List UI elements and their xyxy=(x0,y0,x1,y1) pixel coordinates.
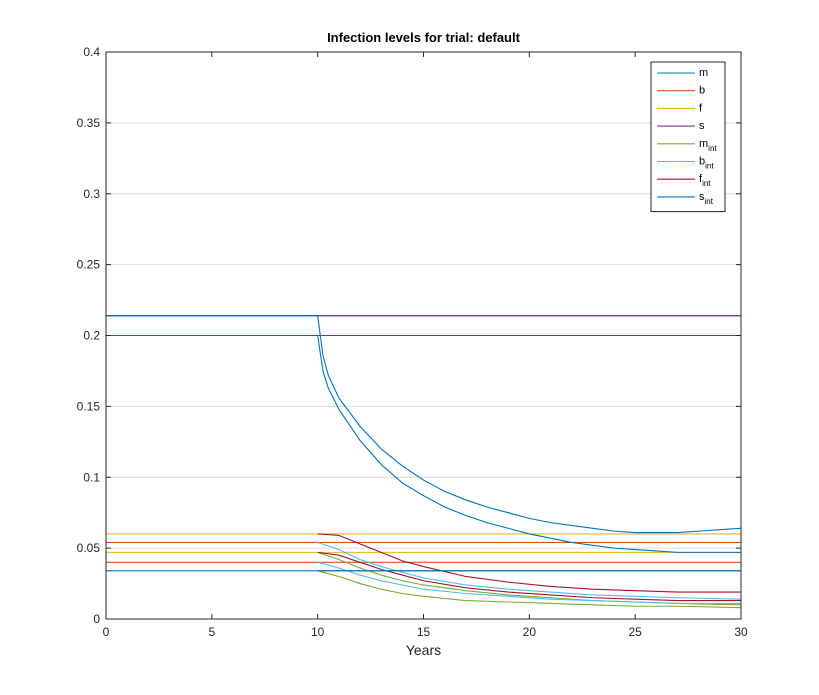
y-tick-label-3: 0.15 xyxy=(77,399,101,413)
legend-box xyxy=(650,61,726,213)
y-tick-label-0: 0 xyxy=(93,612,100,626)
y-tick-label-6: 0.3 xyxy=(83,187,100,201)
legend-label-3: s xyxy=(699,120,705,132)
y-tick-label-8: 0.4 xyxy=(83,45,100,59)
series-line-11 xyxy=(317,570,742,609)
ticks: 0 5 10 15 20 25 30 0 0.05 0.1 0.15 0.2 0.25 0.3 0.35 0.… xyxy=(77,45,748,639)
y-tick-label-1: 0.05 xyxy=(77,541,101,555)
legend-label-7: sint xyxy=(699,191,714,206)
series-line-9 xyxy=(106,315,742,534)
legend-label-4: mint xyxy=(699,138,717,153)
y-tick-label-4: 0.2 xyxy=(83,329,100,343)
y-tick-label-2: 0.1 xyxy=(83,470,100,484)
series-line-8 xyxy=(106,334,741,553)
legend-label-2: f xyxy=(699,102,703,114)
legend-label-1: b xyxy=(699,85,705,97)
x-tick-label-4: 20 xyxy=(523,625,537,639)
series-line-13 xyxy=(317,561,741,604)
series-line-14 xyxy=(317,541,742,600)
series-layer xyxy=(106,315,742,609)
x-axis-label: Years xyxy=(406,642,441,658)
x-tick-label-5: 25 xyxy=(628,625,642,639)
x-tick-label-2: 10 xyxy=(311,625,325,639)
series-line-15 xyxy=(317,551,741,602)
series-line-16 xyxy=(317,533,741,593)
series-line-12 xyxy=(317,551,742,606)
legend-label-0: m xyxy=(699,67,708,79)
x-tick-label-3: 15 xyxy=(417,625,431,639)
x-tick-label-1: 5 xyxy=(208,625,215,639)
legend-label-6: fint xyxy=(699,173,711,188)
legend-label-5: bint xyxy=(699,156,714,171)
chart-title: Infection levels for trial: default xyxy=(327,30,521,45)
x-tick-label-0: 0 xyxy=(103,625,110,639)
y-tick-label-7: 0.35 xyxy=(77,116,101,130)
y-tick-label-5: 0.25 xyxy=(77,258,101,272)
x-tick-label-6: 30 xyxy=(734,625,748,639)
